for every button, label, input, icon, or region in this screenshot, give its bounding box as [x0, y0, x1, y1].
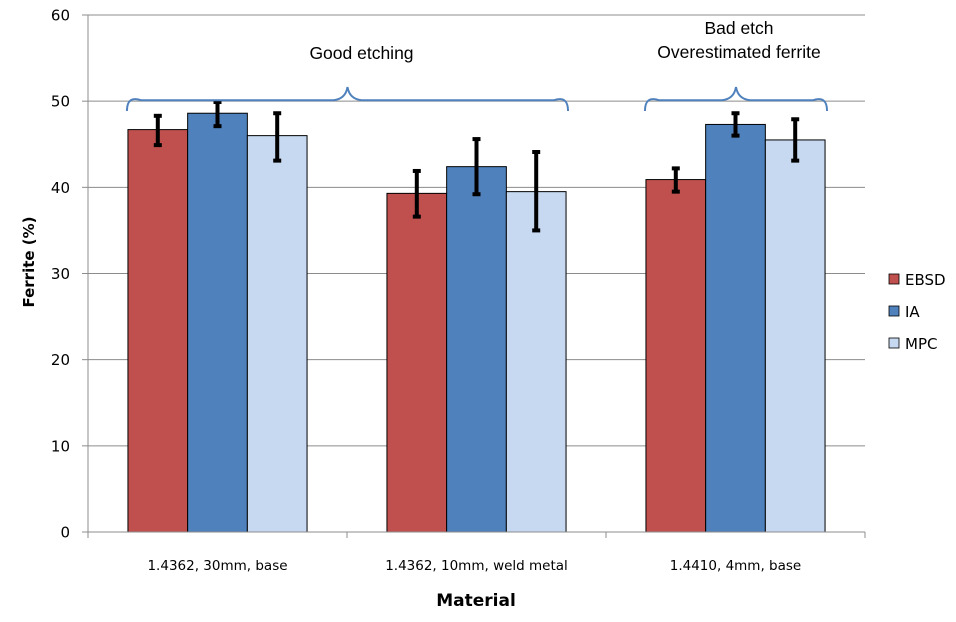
y-axis-title: Ferrite (%) — [20, 216, 38, 307]
annotation-text: Overestimated ferrite — [657, 42, 820, 62]
annotation-text: Bad etch — [704, 18, 773, 38]
legend-swatch-mpc — [888, 337, 900, 349]
error-bars — [153, 100, 800, 233]
bar-ebsd — [127, 129, 189, 533]
legend-swatch-ia — [888, 305, 900, 317]
x-tick-label: 1.4410, 4mm, base — [670, 558, 801, 574]
x-axis-tick-labels: 1.4362, 30mm, base 1.4362, 10mm, weld met… — [147, 558, 801, 574]
y-tick-label: 30 — [51, 265, 70, 283]
y-tick-label: 60 — [51, 7, 70, 25]
bars — [127, 112, 826, 533]
axes — [82, 15, 866, 538]
bar-mpc — [764, 139, 826, 533]
y-axis-ticks: 0 10 20 30 40 50 60 — [51, 7, 88, 542]
annotations: Good etching Bad etch Overestimated ferrit… — [309, 18, 820, 63]
annotation-text: Good etching — [309, 43, 413, 63]
bar-ia — [187, 112, 248, 533]
y-tick-label: 20 — [51, 351, 70, 369]
legend-label-mpc: MPC — [905, 335, 937, 353]
bar-ebsd — [645, 179, 707, 533]
curly-brace — [643, 86, 829, 112]
annotation-braces — [125, 86, 829, 112]
legend-swatch-ebsd — [888, 273, 900, 285]
x-axis-title: Material — [436, 591, 516, 611]
y-tick-label: 0 — [60, 524, 70, 542]
y-tick-label: 40 — [51, 179, 70, 197]
legend-label-ia: IA — [905, 303, 920, 321]
y-tick-label: 50 — [51, 93, 70, 111]
bar-ebsd — [386, 192, 448, 533]
legend-label-ebsd: EBSD — [905, 271, 946, 289]
curly-brace — [125, 86, 570, 112]
bar-mpc — [246, 135, 308, 533]
x-tick-label: 1.4362, 10mm, weld metal — [385, 558, 568, 574]
x-tick-label: 1.4362, 30mm, base — [147, 558, 287, 574]
bar-mpc — [505, 191, 567, 533]
y-tick-label: 10 — [51, 437, 70, 455]
bar-ia — [446, 166, 507, 533]
legend: EBSD IA MPC — [888, 271, 946, 353]
bar-ia — [705, 123, 766, 533]
